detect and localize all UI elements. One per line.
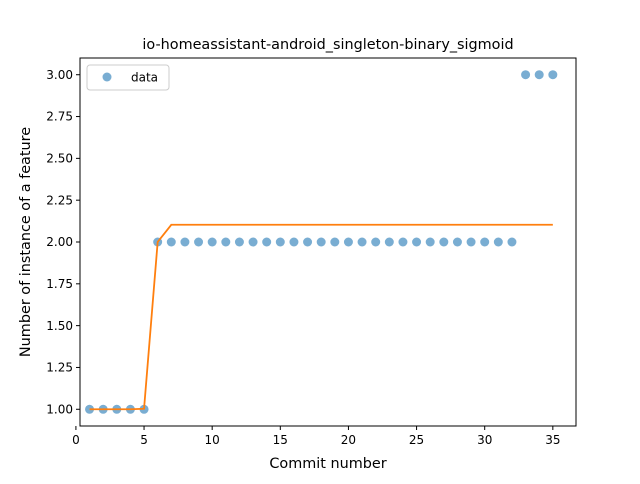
data-point (85, 404, 95, 414)
data-point (357, 237, 367, 247)
data-point (289, 237, 299, 247)
data-point (480, 237, 490, 247)
data-point (412, 237, 422, 247)
legend-marker-data (102, 72, 112, 82)
y-axis-label: Number of instance of a feature (18, 127, 34, 357)
legend-box (86, 64, 170, 91)
y-tick-label: 2.50 (46, 152, 73, 166)
x-axis-label: Commit number (269, 456, 386, 472)
data-point (534, 70, 544, 80)
y-tick-label: 2.25 (46, 193, 73, 207)
fit-line (89, 223, 553, 411)
x-tick-label: 0 (72, 433, 80, 447)
y-tick-label: 1.75 (46, 277, 73, 291)
data-point (521, 70, 531, 80)
data-point (316, 237, 326, 247)
data-point (452, 237, 462, 247)
x-tick-label: 15 (273, 433, 288, 447)
x-tick-label: 5 (140, 433, 148, 447)
x-axis-ticks: 0 5 10 15 20 25 30 35 (72, 426, 560, 447)
y-tick-label: 3.00 (46, 68, 73, 82)
x-tick-label: 35 (545, 433, 560, 447)
data-point (493, 237, 503, 247)
y-axis-ticks: 1.00 1.25 1.50 1.75 2.00 2.25 2.50 2.75 3.00 (46, 68, 80, 416)
data-point (248, 237, 258, 247)
axes-frame (79, 57, 577, 427)
data-point (371, 237, 381, 247)
data-point (221, 237, 231, 247)
data-point (548, 70, 558, 80)
data-point (330, 237, 340, 247)
plot-area (85, 70, 558, 414)
data-point (262, 237, 272, 247)
x-tick-label: 10 (205, 433, 220, 447)
x-tick-label: 25 (409, 433, 424, 447)
data-point (343, 237, 353, 247)
legend-label-data: data (131, 71, 158, 85)
data-point (439, 237, 449, 247)
y-tick-label: 2.75 (46, 110, 73, 124)
x-tick-label: 30 (477, 433, 492, 447)
data-point (507, 237, 517, 247)
data-point (194, 237, 204, 247)
data-point (425, 237, 435, 247)
data-point (180, 237, 190, 247)
data-point (303, 237, 313, 247)
legend: data (86, 64, 170, 91)
data-point (398, 237, 408, 247)
data-point (275, 237, 285, 247)
data-point (234, 237, 244, 247)
x-tick-label: 20 (341, 433, 356, 447)
y-tick-label: 1.00 (46, 402, 73, 416)
y-tick-label: 2.00 (46, 235, 73, 249)
y-tick-label: 1.25 (46, 361, 73, 375)
data-point (166, 237, 176, 247)
y-tick-label: 1.50 (46, 319, 73, 333)
chart-title: io-homeassistant-android_singleton-binar… (142, 37, 513, 53)
data-point (384, 237, 394, 247)
data-point (207, 237, 217, 247)
data-point (466, 237, 476, 247)
